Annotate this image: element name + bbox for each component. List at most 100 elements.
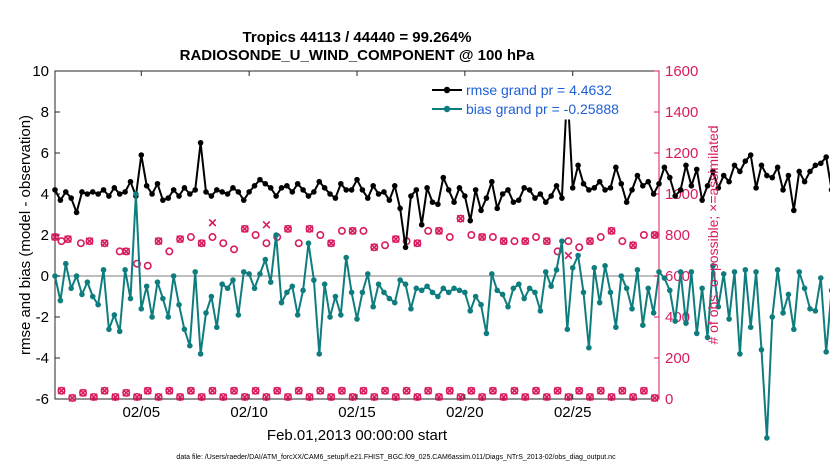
rmse-point	[165, 195, 172, 201]
rmse-point	[267, 185, 274, 191]
obs-assimilated-marker	[100, 239, 109, 248]
obs-possible-marker	[434, 226, 443, 235]
bias-point	[235, 312, 242, 318]
obs-possible-marker	[618, 386, 627, 395]
x-tick-label: 02/10	[230, 404, 268, 421]
rmse-point	[791, 207, 797, 214]
bias-point	[262, 256, 269, 263]
obs-possible-marker	[370, 392, 379, 401]
bias-point	[106, 326, 112, 333]
rmse-point	[591, 185, 598, 191]
obs-possible-marker	[283, 224, 292, 233]
bias-point	[57, 297, 64, 304]
rmse-point	[197, 139, 204, 146]
obs-possible-marker	[391, 235, 400, 244]
rmse-point	[747, 152, 754, 158]
bias-point	[95, 301, 101, 308]
y-axis-label-right: # of obs: o=possible; ×=assimilated	[705, 125, 721, 344]
rmse-point	[515, 197, 522, 203]
obs-possible-marker	[50, 233, 59, 242]
rmse-point	[521, 185, 527, 191]
obs-assimilated-marker	[445, 386, 454, 395]
legend: rmse grand pr = 4.4632 bias grand pr = -…	[429, 76, 646, 120]
rmse-point	[122, 189, 128, 195]
obs-assimilated-marker	[305, 393, 314, 401]
obs-possible-marker	[456, 214, 465, 223]
obs-assimilated-marker	[273, 386, 282, 395]
rmse-point	[192, 187, 199, 193]
bias-point	[413, 285, 420, 292]
bias-point	[791, 326, 797, 333]
bias-point	[661, 275, 668, 281]
y-tick-label-right: 1400	[665, 104, 698, 121]
obs-possible-marker	[154, 237, 163, 246]
bias-point	[127, 295, 134, 302]
footer-datafile: data file: /Users/raeder/DAI/ATM_forcXX/…	[176, 454, 616, 461]
bias-point	[569, 265, 576, 271]
obs-assimilated-marker	[240, 393, 249, 401]
obs-assimilated-marker	[391, 393, 400, 401]
obs-possible-marker	[305, 392, 314, 401]
obs-possible-marker	[478, 233, 487, 242]
rmse-point	[569, 185, 576, 191]
rmse-point	[435, 201, 441, 208]
obs-possible-marker	[251, 386, 260, 395]
bias-point	[580, 289, 587, 296]
bias-point	[753, 269, 759, 275]
bias-point	[451, 285, 457, 292]
legend-bias-marker	[443, 105, 451, 113]
bias-point	[720, 271, 727, 277]
obs-assimilated-marker	[176, 393, 184, 401]
rmse-point	[812, 162, 819, 169]
obs-assimilated-marker	[575, 386, 584, 395]
y-tick-label-right: 600	[665, 268, 690, 285]
rmse-point	[629, 187, 635, 193]
rmse-point	[526, 187, 533, 193]
bias-point	[564, 326, 571, 333]
x-tick-label: 02/25	[554, 404, 592, 421]
obs-assimilated-marker	[640, 386, 648, 395]
rmse-point	[95, 191, 101, 197]
bias-point	[219, 281, 225, 288]
obs-possible-marker	[165, 247, 174, 256]
bias-point	[683, 320, 689, 326]
obs-possible-marker	[57, 386, 66, 395]
obs-possible-marker	[564, 237, 573, 246]
rmse-point	[52, 187, 58, 193]
obs-assimilated-marker	[240, 224, 249, 233]
obs-possible-marker	[240, 224, 249, 233]
rmse-point	[386, 197, 393, 203]
obs-possible-marker	[76, 239, 85, 248]
bias-point	[246, 271, 252, 277]
bias-point	[116, 328, 123, 335]
obs-assimilated-marker	[586, 393, 594, 401]
bias-point	[785, 291, 792, 298]
chart-title-line1: Tropics 44113 / 44440 = 99.264%	[243, 29, 472, 46]
rmse-point	[375, 191, 382, 197]
obs-assimilated-marker	[499, 393, 508, 401]
bias-point	[801, 285, 808, 292]
obs-possible-marker	[208, 233, 217, 242]
bias-point	[89, 293, 96, 300]
rmse-point	[677, 187, 684, 193]
bias-point	[391, 299, 398, 306]
rmse-point	[230, 185, 236, 191]
rmse-point	[780, 187, 786, 193]
obs-possible-marker	[208, 386, 217, 395]
bias-point	[483, 330, 490, 337]
obs-possible-marker	[650, 393, 659, 402]
rmse-point	[327, 191, 333, 197]
y-tick-label-left: 2	[41, 227, 49, 244]
bias-point	[532, 289, 538, 296]
bias-point	[591, 265, 598, 271]
obs-assimilated-marker	[251, 386, 260, 395]
bias-point	[758, 347, 765, 353]
obs-assimilated-marker	[467, 386, 476, 395]
rmse-point	[704, 183, 711, 189]
obs-assimilated-marker	[413, 239, 422, 248]
bias-point	[79, 291, 85, 298]
rmse-point	[656, 180, 662, 187]
obs-assimilated-marker	[154, 237, 163, 246]
obs-assimilated-marker	[381, 386, 389, 395]
obs-possible-marker	[262, 392, 271, 401]
